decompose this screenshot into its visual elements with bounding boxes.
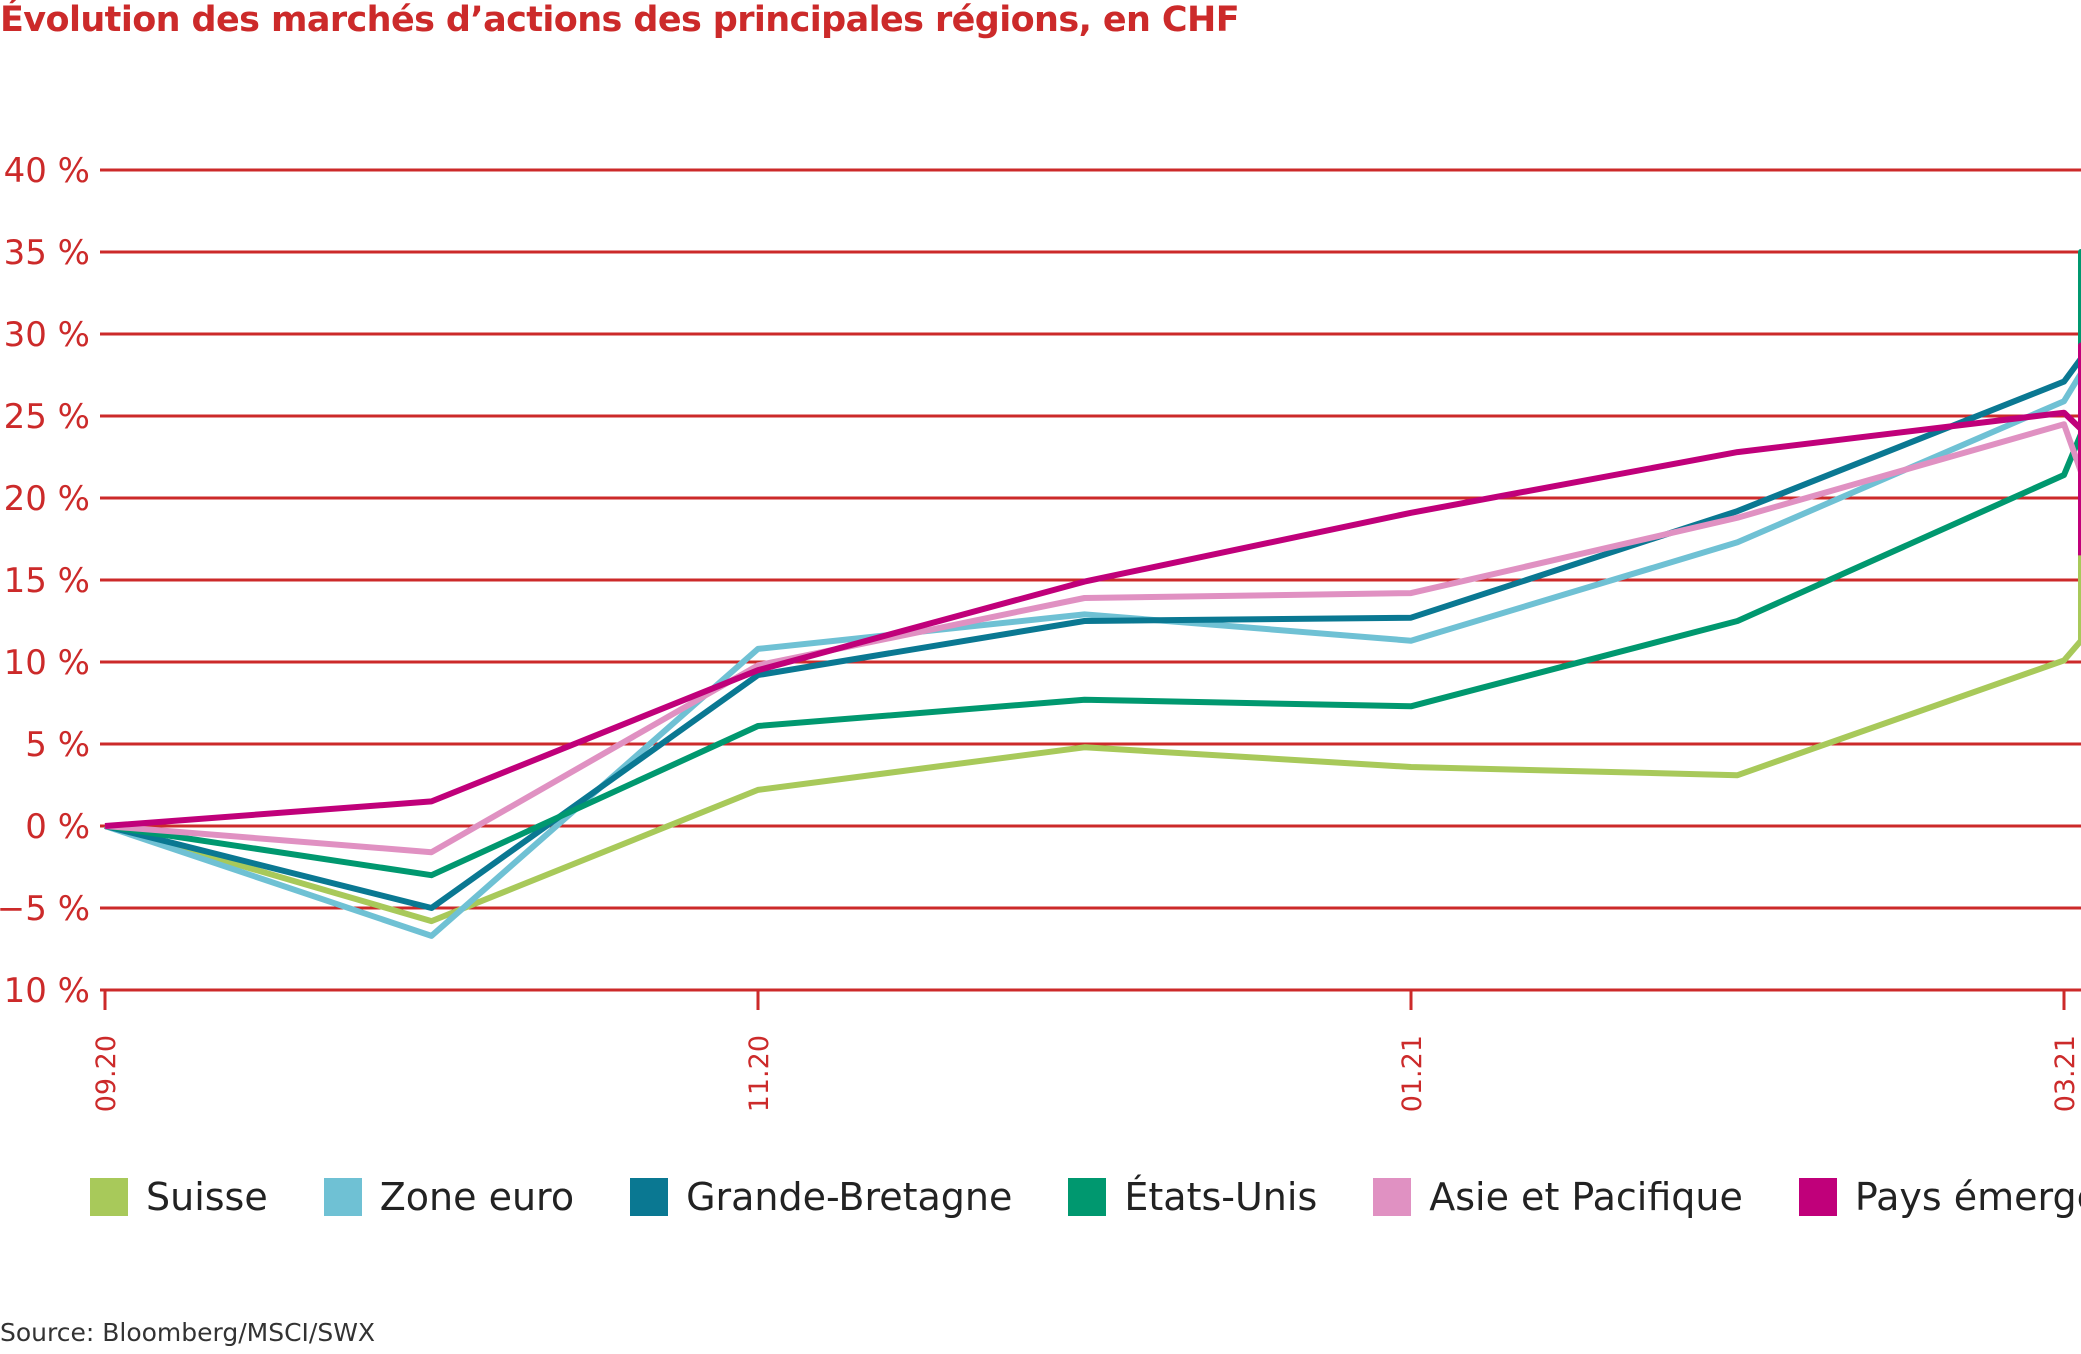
series-line-zone-euro xyxy=(104,249,2081,939)
legend-label: Suisse xyxy=(146,1175,268,1219)
legend-swatch xyxy=(1798,1178,1837,1216)
legend-swatch xyxy=(90,1178,128,1216)
series-line-grande-bretagne xyxy=(104,275,2081,911)
y-tick-label: −10 % xyxy=(0,971,90,1011)
legend-item: Zone euro xyxy=(323,1175,575,1219)
y-axis-tick-labels: 40 % 35 % 30 % 25 % 20 % 15 % 10 % 5 % 0 % −5 % −1… xyxy=(0,151,90,1011)
y-tick-label: 0 % xyxy=(25,807,90,847)
source-note: Source: Bloomberg/MSCI/SWX xyxy=(0,1318,376,1347)
chart-title: Évolution des marchés d’actions des prin… xyxy=(0,0,1240,40)
y-tick-label: 30 % xyxy=(4,315,90,355)
x-tick-label: 01.21 xyxy=(1397,1035,1428,1112)
y-tick-label: 25 % xyxy=(4,397,90,437)
legend-item: Grande-Bretagne xyxy=(630,1175,1012,1219)
legend-label: Grande-Bretagne xyxy=(686,1175,1013,1219)
legend-item: Suisse xyxy=(90,1175,268,1219)
x-tick-label: 03.21 xyxy=(2050,1035,2081,1112)
y-tick-label: 40 % xyxy=(4,151,90,191)
legend-label: Pays émergents xyxy=(1854,1175,2081,1219)
legend-label: États-Unis xyxy=(1124,1175,1318,1219)
x-tick-label: 11.20 xyxy=(744,1035,775,1112)
y-tick-label: 35 % xyxy=(4,233,90,273)
series-line-suisse xyxy=(104,406,2081,925)
y-tick-label: 15 % xyxy=(4,561,90,601)
x-tick-label: 09.20 xyxy=(91,1035,122,1112)
legend-item: Pays émergents xyxy=(1798,1175,2081,1219)
y-tick-label: 5 % xyxy=(25,725,90,765)
legend-item: Asie et Pacifique xyxy=(1373,1175,1743,1219)
gridlines xyxy=(100,168,2081,992)
series-line-pays-mergents xyxy=(104,342,2081,829)
series-line-asie-et-pacifique xyxy=(104,406,2081,856)
legend-swatch xyxy=(630,1178,669,1216)
series-line--tats-unis xyxy=(104,249,2081,879)
legend-swatch xyxy=(1068,1178,1107,1216)
legend-label: Zone euro xyxy=(379,1175,575,1219)
y-tick-label: 10 % xyxy=(4,643,90,683)
legend-swatch xyxy=(1373,1178,1412,1216)
y-tick-label: −5 % xyxy=(0,889,90,929)
legend-swatch xyxy=(323,1178,362,1216)
legend-label: Asie et Pacifique xyxy=(1429,1175,1743,1219)
legend-item: États-Unis xyxy=(1068,1175,1317,1219)
legend: Suisse Zone euro Grande-Bretagne États-Unis… xyxy=(90,1175,2081,1219)
series-lines xyxy=(104,249,2081,939)
y-tick-label: 20 % xyxy=(4,479,90,519)
